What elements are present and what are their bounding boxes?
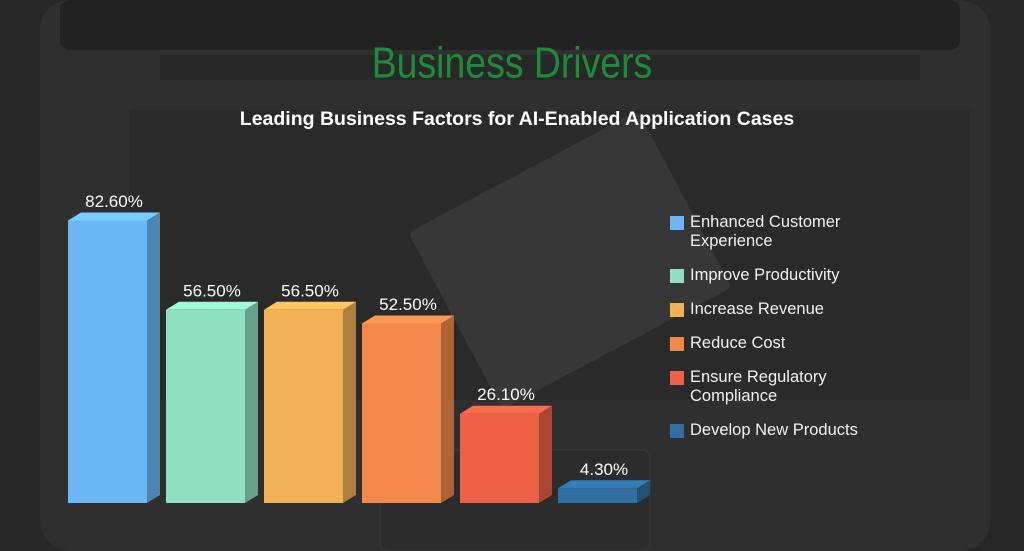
bar	[558, 488, 637, 503]
banknote	[410, 112, 730, 408]
bar-side	[539, 405, 552, 503]
bar-top	[460, 405, 552, 414]
bar-side	[343, 301, 356, 503]
legend-swatch	[670, 269, 684, 283]
legend-item: Increase Revenue	[670, 300, 885, 319]
legend-item: Ensure Regulatory Compliance	[670, 368, 885, 406]
bar-side	[147, 212, 160, 503]
value-label: 56.50%	[183, 281, 241, 300]
legend-item: Reduce Cost	[670, 334, 885, 353]
bar	[68, 220, 147, 503]
bar-top	[558, 480, 650, 489]
legend-label: Improve Productivity	[690, 266, 840, 284]
bar	[264, 309, 343, 503]
value-label: 82.60%	[85, 192, 143, 211]
value-label: 56.50%	[281, 281, 339, 300]
chart-subtitle: Leading Business Factors for AI-Enabled …	[240, 108, 795, 130]
legend-label: Enhanced Customer Experience	[690, 213, 841, 250]
legend-item: Develop New Products	[670, 421, 885, 440]
legend-label: Ensure Regulatory Compliance	[690, 368, 827, 405]
legend-swatch	[670, 303, 684, 317]
bar-side	[637, 480, 650, 503]
legend-label: Develop New Products	[690, 421, 858, 439]
bar-side	[245, 301, 258, 503]
legend-swatch	[670, 371, 684, 385]
key-row	[160, 55, 920, 80]
value-label: 26.10%	[477, 385, 535, 404]
bar-top	[166, 301, 258, 310]
bar-top	[68, 212, 160, 221]
chart-title: Business Drivers	[372, 38, 653, 88]
legend-label: Reduce Cost	[690, 334, 786, 352]
value-label: 52.50%	[379, 295, 437, 314]
legend-item: Improve Productivity	[670, 266, 885, 285]
bar	[166, 309, 245, 503]
legend-swatch	[670, 337, 684, 351]
legend-swatch	[670, 216, 684, 230]
legend-label: Increase Revenue	[690, 300, 824, 318]
legend-item: Enhanced Customer Experience	[670, 213, 885, 251]
value-label: 4.30%	[580, 460, 628, 479]
bar-top	[264, 301, 356, 310]
bar	[460, 413, 539, 503]
legend-swatch	[670, 424, 684, 438]
legend: Enhanced Customer Experience Improve Prod…	[670, 213, 885, 455]
bar	[362, 323, 441, 503]
bar-side	[441, 315, 454, 503]
laptop-hinge	[60, 0, 960, 50]
bar-top	[362, 315, 454, 324]
